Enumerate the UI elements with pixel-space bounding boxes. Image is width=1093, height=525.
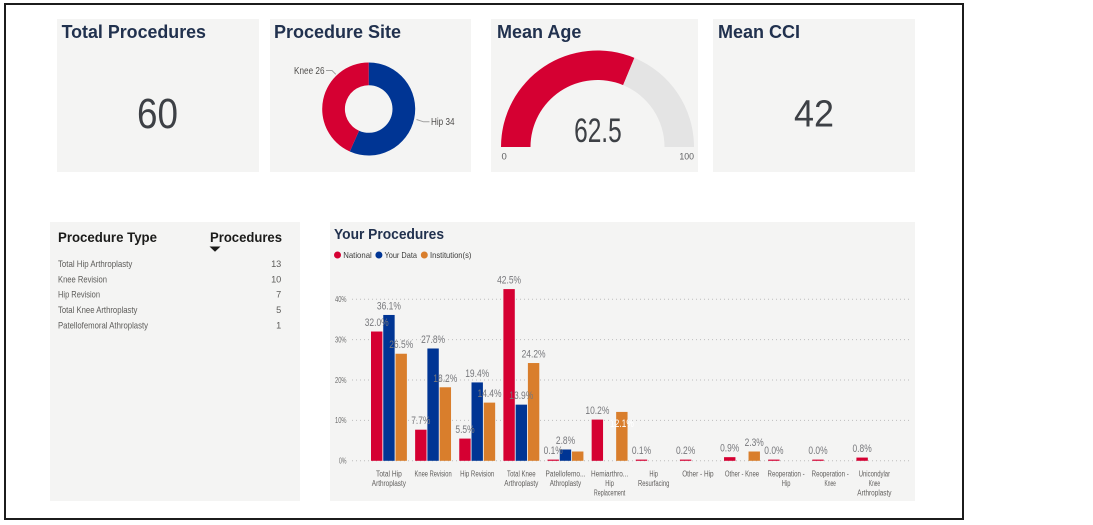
svg-text:Your Procedures: Your Procedures bbox=[334, 226, 444, 243]
svg-text:Total Hip: Total Hip bbox=[376, 470, 402, 479]
svg-text:Reoperation -: Reoperation - bbox=[812, 470, 849, 479]
svg-text:1: 1 bbox=[276, 321, 281, 331]
svg-text:10: 10 bbox=[271, 274, 281, 284]
svg-text:Hip Revision: Hip Revision bbox=[460, 470, 494, 479]
svg-text:Unicondylar: Unicondylar bbox=[859, 470, 891, 479]
svg-text:Patellofemo...: Patellofemo... bbox=[546, 470, 586, 479]
svg-text:Procedures: Procedures bbox=[210, 230, 282, 245]
svg-text:13: 13 bbox=[271, 259, 281, 269]
svg-text:13.9%: 13.9% bbox=[509, 390, 533, 402]
svg-text:Total Knee: Total Knee bbox=[507, 470, 536, 479]
svg-text:Arthroplasty: Arthroplasty bbox=[857, 489, 891, 498]
svg-text:Total Knee Arthroplasty: Total Knee Arthroplasty bbox=[58, 305, 138, 315]
svg-text:0.0%: 0.0% bbox=[764, 445, 783, 457]
svg-text:7: 7 bbox=[276, 290, 281, 300]
svg-text:10.2%: 10.2% bbox=[585, 405, 609, 417]
svg-text:0.2%: 0.2% bbox=[676, 445, 695, 457]
svg-text:Hemiarthro...: Hemiarthro... bbox=[591, 470, 628, 479]
svg-text:Mean Age: Mean Age bbox=[497, 22, 581, 42]
svg-text:Institution(s): Institution(s) bbox=[430, 250, 472, 260]
svg-text:Other - Hip: Other - Hip bbox=[682, 470, 714, 479]
svg-text:Procedure Site: Procedure Site bbox=[274, 22, 401, 42]
svg-text:42.5%: 42.5% bbox=[497, 275, 521, 287]
svg-text:18.2%: 18.2% bbox=[433, 373, 457, 385]
svg-text:42: 42 bbox=[794, 94, 834, 136]
svg-text:Knee Revision: Knee Revision bbox=[58, 274, 107, 284]
svg-text:0.1%: 0.1% bbox=[632, 445, 651, 457]
svg-text:Knee 26: Knee 26 bbox=[294, 66, 325, 77]
svg-text:12.1%: 12.1% bbox=[610, 418, 634, 430]
svg-text:14.4%: 14.4% bbox=[478, 388, 502, 400]
svg-text:36.1%: 36.1% bbox=[377, 301, 401, 313]
svg-text:40%: 40% bbox=[335, 294, 347, 304]
svg-text:19.4%: 19.4% bbox=[465, 368, 489, 380]
svg-text:5.5%: 5.5% bbox=[455, 424, 474, 436]
svg-text:Knee Revision: Knee Revision bbox=[415, 470, 452, 479]
svg-text:0.8%: 0.8% bbox=[853, 443, 872, 455]
svg-text:Replacement: Replacement bbox=[594, 489, 626, 498]
svg-text:0.1%: 0.1% bbox=[544, 445, 563, 457]
svg-text:0.9%: 0.9% bbox=[720, 443, 739, 455]
svg-text:2.3%: 2.3% bbox=[745, 437, 764, 449]
svg-text:Hip: Hip bbox=[605, 479, 614, 488]
svg-text:Hip 34: Hip 34 bbox=[431, 117, 455, 128]
svg-text:Mean CCI: Mean CCI bbox=[718, 22, 800, 42]
svg-text:10%: 10% bbox=[335, 415, 347, 425]
svg-text:0%: 0% bbox=[339, 456, 347, 466]
svg-text:Hip Revision: Hip Revision bbox=[58, 290, 100, 300]
svg-text:Resurfacing: Resurfacing bbox=[638, 479, 669, 488]
svg-text:2.8%: 2.8% bbox=[556, 435, 575, 447]
svg-text:Knee: Knee bbox=[869, 479, 881, 488]
svg-text:0.0%: 0.0% bbox=[808, 445, 827, 457]
svg-text:0: 0 bbox=[502, 152, 507, 163]
svg-text:Patellofemoral Athroplasty: Patellofemoral Athroplasty bbox=[58, 321, 148, 331]
svg-text:20%: 20% bbox=[335, 375, 347, 385]
svg-text:Procedure Type: Procedure Type bbox=[58, 230, 157, 245]
svg-text:7.7%: 7.7% bbox=[411, 415, 430, 427]
svg-text:Total Procedures: Total Procedures bbox=[62, 22, 206, 42]
svg-text:32.0%: 32.0% bbox=[365, 317, 389, 329]
svg-text:Other - Knee: Other - Knee bbox=[725, 470, 760, 479]
svg-text:Arthroplasty: Arthroplasty bbox=[372, 479, 406, 488]
svg-text:Hip: Hip bbox=[649, 470, 658, 479]
svg-text:100: 100 bbox=[679, 152, 694, 163]
svg-text:60: 60 bbox=[137, 90, 178, 138]
svg-text:24.2%: 24.2% bbox=[522, 349, 546, 361]
svg-text:Arthroplasty: Arthroplasty bbox=[504, 479, 538, 488]
svg-text:Athroplasty: Athroplasty bbox=[550, 479, 581, 488]
svg-text:27.8%: 27.8% bbox=[421, 334, 445, 346]
svg-text:Knee: Knee bbox=[825, 479, 837, 488]
svg-text:Total Hip Arthroplasty: Total Hip Arthroplasty bbox=[58, 259, 133, 269]
svg-text:26.5%: 26.5% bbox=[389, 339, 413, 351]
svg-text:5: 5 bbox=[276, 305, 281, 315]
svg-text:30%: 30% bbox=[335, 334, 347, 344]
svg-text:Hip: Hip bbox=[782, 479, 791, 488]
svg-text:62.5: 62.5 bbox=[574, 112, 622, 150]
svg-text:Your Data: Your Data bbox=[385, 250, 418, 260]
svg-text:National: National bbox=[343, 250, 372, 260]
svg-text:Reoperation -: Reoperation - bbox=[768, 470, 805, 479]
